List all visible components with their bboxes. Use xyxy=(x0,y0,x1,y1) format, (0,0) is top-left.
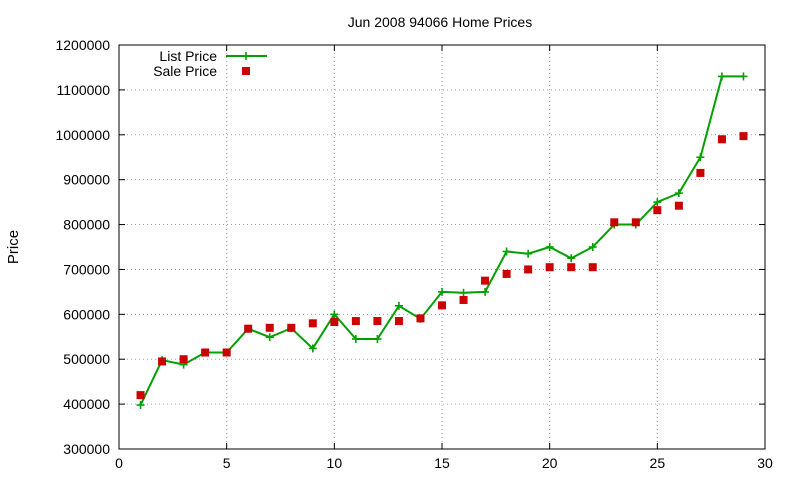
y-tick-label: 1100000 xyxy=(57,82,111,98)
grid xyxy=(119,45,765,449)
data-point xyxy=(481,287,490,296)
data-point xyxy=(351,317,360,326)
data-point xyxy=(567,263,576,272)
y-tick-label: 400000 xyxy=(63,396,110,412)
data-point xyxy=(524,265,533,274)
data-point xyxy=(545,243,554,251)
series-0 xyxy=(136,72,748,410)
y-tick-label: 900000 xyxy=(63,172,110,188)
data-point xyxy=(308,319,317,328)
data-point xyxy=(416,314,425,323)
legend-label: Sale Price xyxy=(153,63,217,79)
data-point xyxy=(351,335,360,344)
legend-label: List Price xyxy=(159,48,217,64)
x-tick-label: 25 xyxy=(650,455,666,471)
data-point xyxy=(330,317,339,326)
data-point xyxy=(459,295,468,304)
data-point xyxy=(373,317,382,326)
x-tick-label: 0 xyxy=(115,455,123,471)
data-point xyxy=(158,357,167,366)
y-tick-label: 1000000 xyxy=(55,127,110,143)
data-point xyxy=(717,135,726,144)
axes: 0 5 10 15 20 25 30 300000 400000 500000 600000 7000… xyxy=(55,37,773,471)
data-point xyxy=(502,269,511,278)
data-point xyxy=(265,323,274,332)
data-point xyxy=(739,72,748,81)
y-axis-label: Price xyxy=(5,230,22,264)
legend-swatch-marker xyxy=(242,67,250,75)
data-point xyxy=(330,310,339,319)
series-1 xyxy=(136,132,748,400)
data-point xyxy=(739,132,748,141)
data-point xyxy=(438,301,446,310)
data-point xyxy=(438,287,446,296)
data-point xyxy=(631,218,640,227)
data-point xyxy=(481,276,490,285)
data-point xyxy=(136,401,145,410)
data-point xyxy=(653,206,662,215)
y-tick-label: 800000 xyxy=(63,217,110,233)
data-point xyxy=(244,324,253,333)
data-point xyxy=(545,263,554,272)
data-point xyxy=(717,72,726,81)
data-point xyxy=(394,317,403,326)
y-tick-label: 600000 xyxy=(63,306,110,322)
data-point xyxy=(502,247,511,256)
data-point xyxy=(524,249,533,258)
x-tick-label: 15 xyxy=(434,455,450,471)
data-point xyxy=(610,218,619,227)
y-tick-label: 300000 xyxy=(63,441,110,457)
chart-title: Jun 2008 94066 Home Prices xyxy=(348,14,532,30)
data-point xyxy=(136,391,145,400)
data-point xyxy=(265,333,274,342)
data-point xyxy=(459,288,468,297)
x-tick-label: 5 xyxy=(223,455,231,471)
data-point xyxy=(201,348,210,357)
data-point xyxy=(696,153,705,162)
data-point xyxy=(394,301,403,310)
x-tick-label: 20 xyxy=(542,455,558,471)
data-point xyxy=(179,355,188,364)
legend-swatch-marker xyxy=(242,52,250,60)
data-point xyxy=(308,344,317,353)
data-point xyxy=(674,189,683,198)
y-tick-label: 700000 xyxy=(63,261,110,277)
data-point xyxy=(567,254,576,263)
data-point xyxy=(588,243,597,251)
data-point xyxy=(696,168,705,177)
x-tick-label: 30 xyxy=(757,455,773,471)
data-point xyxy=(373,335,382,344)
data-point xyxy=(653,198,662,207)
y-tick-label: 1200000 xyxy=(55,37,110,53)
data-point xyxy=(222,348,231,357)
data-point xyxy=(674,201,683,210)
data-point xyxy=(287,323,296,332)
x-tick-label: 10 xyxy=(327,455,343,471)
data-point xyxy=(588,263,597,272)
plot-series xyxy=(136,72,748,410)
y-tick-label: 500000 xyxy=(63,351,110,367)
